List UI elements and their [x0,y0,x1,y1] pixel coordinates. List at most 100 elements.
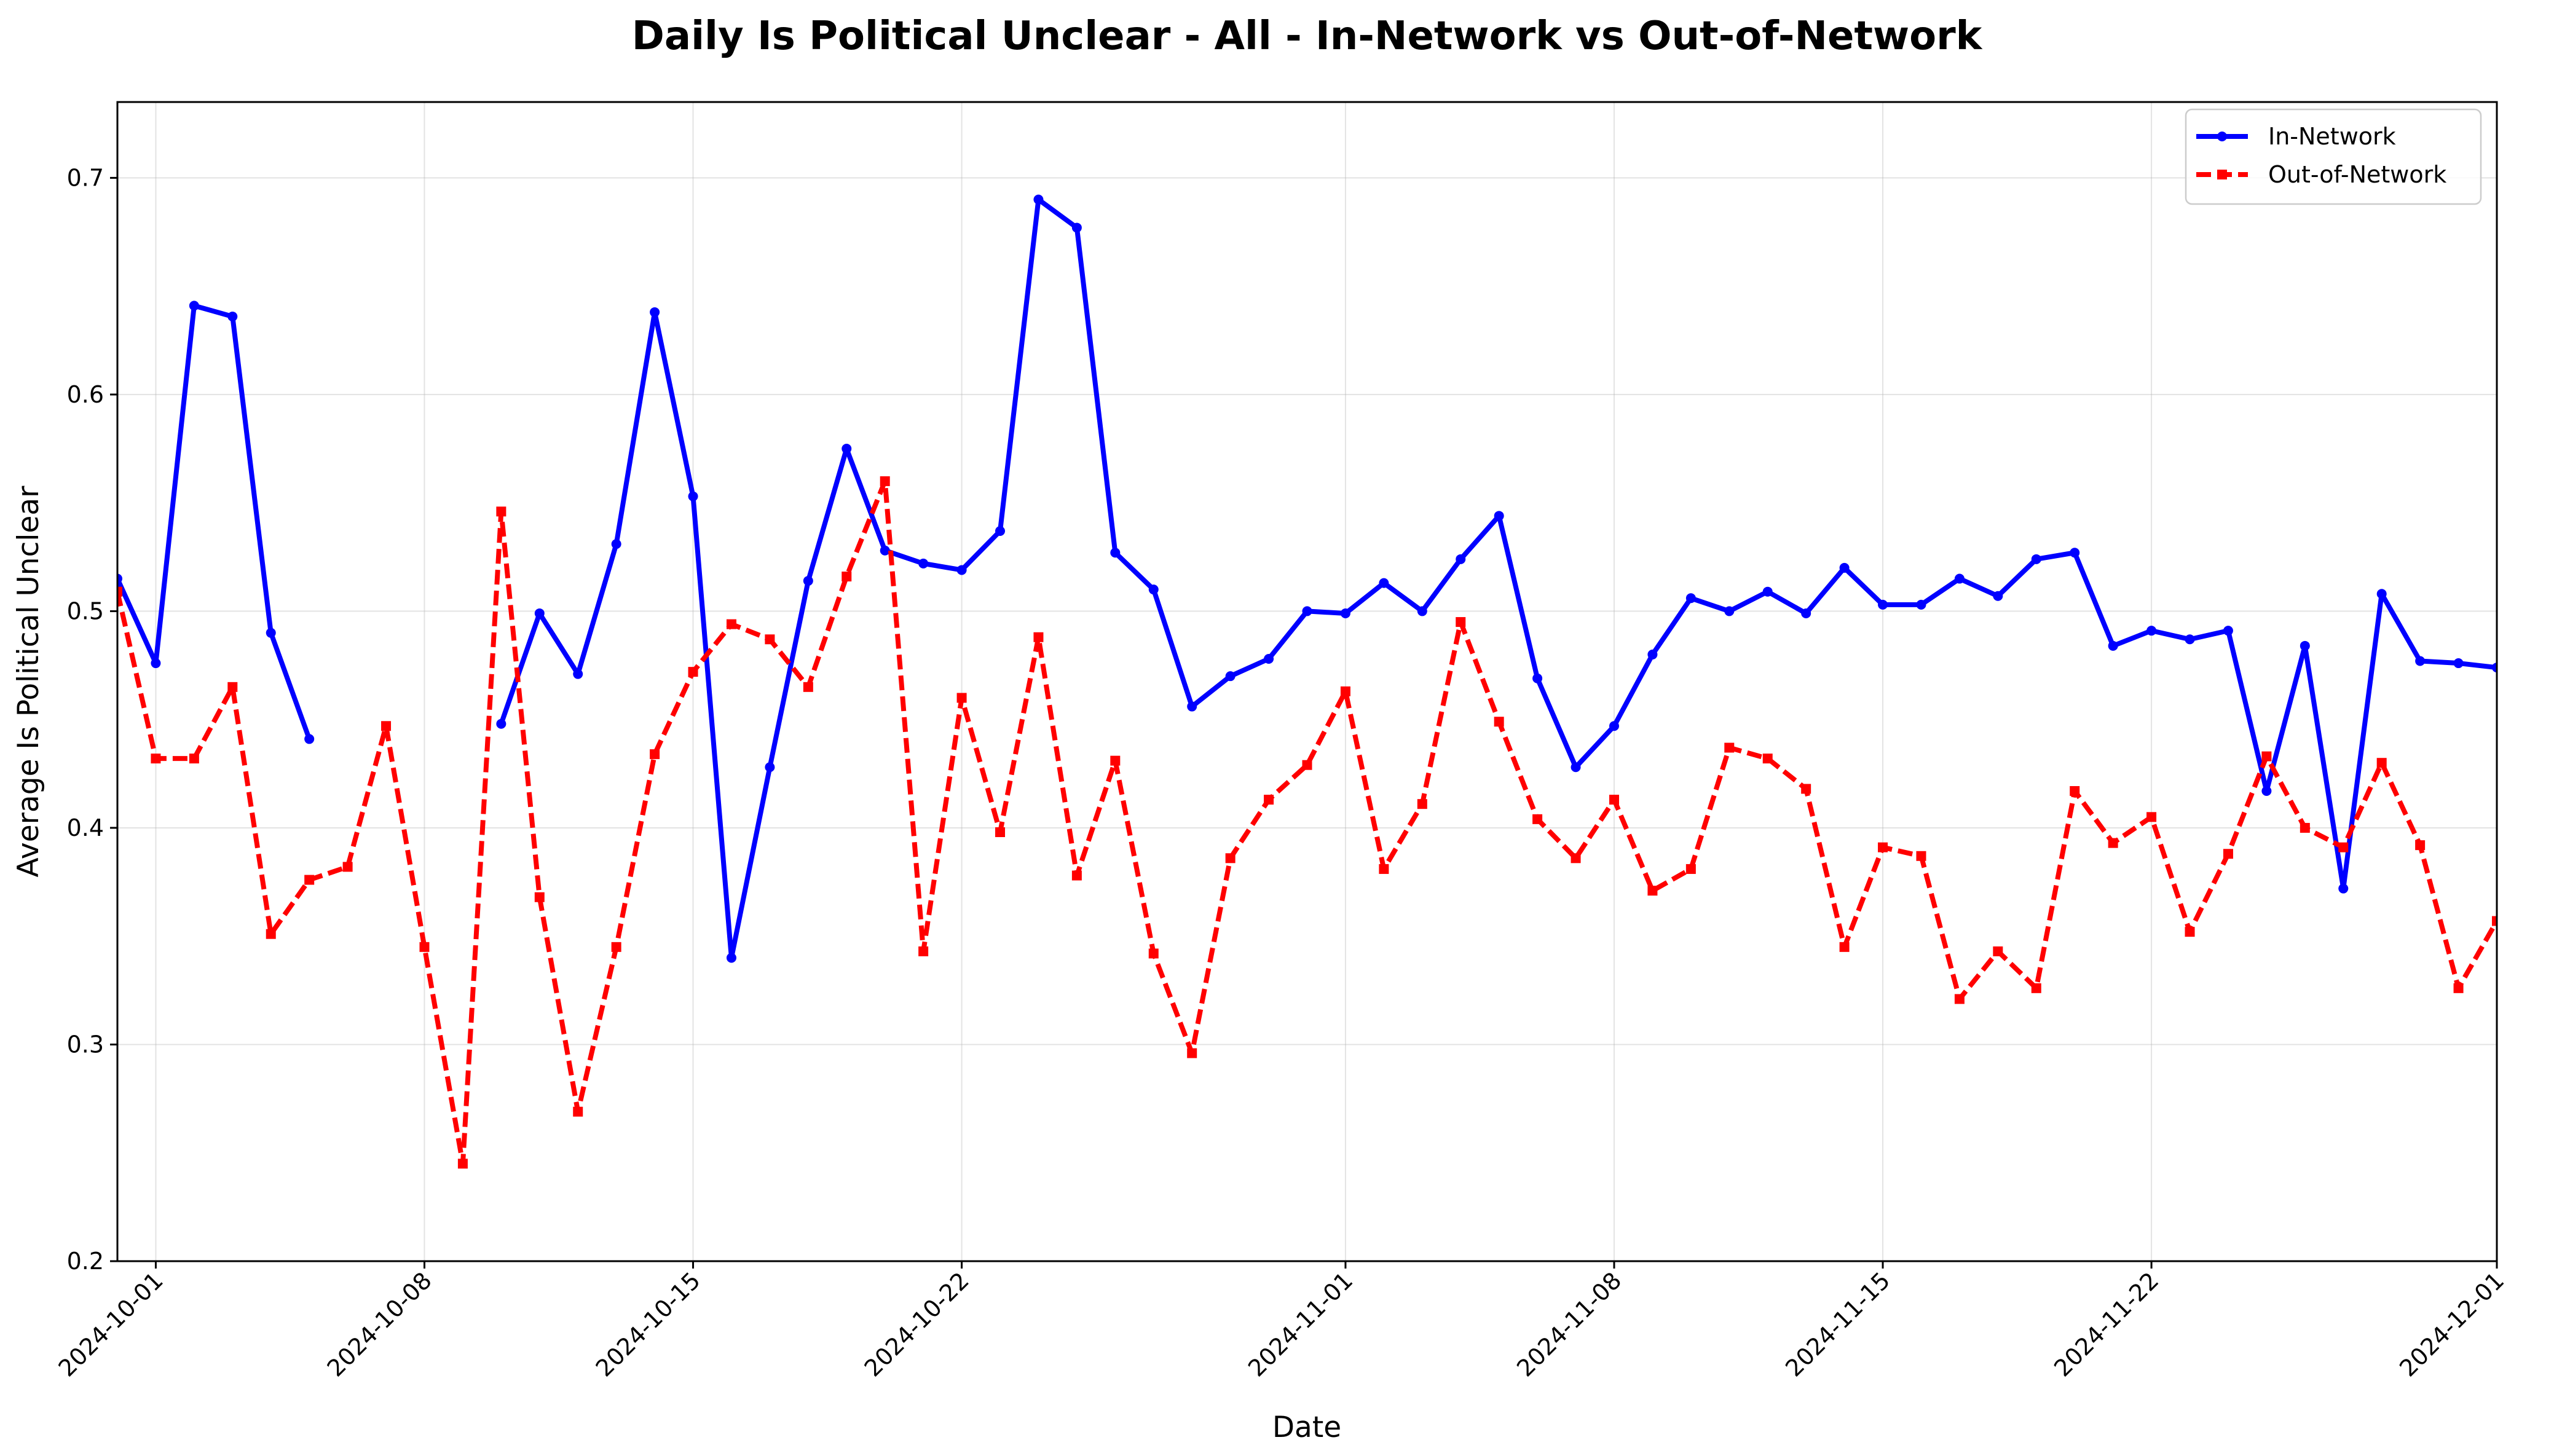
data-point-out-of-network [2415,840,2426,851]
data-point-in-network [2223,626,2233,636]
data-point-out-of-network [1225,853,1236,864]
data-point-out-of-network [304,875,315,885]
data-point-in-network [1417,606,1427,616]
y-axis-label: Average Is Political Unclear [12,486,45,878]
data-point-out-of-network [1110,755,1121,766]
data-point-out-of-network [227,682,238,692]
data-point-in-network [1609,721,1619,731]
plot-frame [116,101,2498,1262]
data-point-in-network [2376,589,2387,599]
data-point-out-of-network [2108,838,2118,848]
data-point-out-of-network [688,667,698,677]
data-point-in-network [1379,578,1389,588]
data-point-out-of-network [1724,742,1735,753]
data-point-out-of-network [534,892,545,902]
data-point-in-network [304,734,315,744]
data-point-in-network [2261,786,2272,797]
data-point-out-of-network [151,754,161,764]
data-point-out-of-network [765,634,775,645]
data-point-out-of-network [650,749,660,760]
data-point-out-of-network [1878,842,1888,852]
data-point-out-of-network [1264,795,1274,805]
data-point-out-of-network [419,942,430,952]
data-point-out-of-network [1801,784,1811,794]
data-point-in-network [266,628,276,638]
data-point-in-network [1033,194,1044,205]
data-point-in-network [1954,573,1965,584]
data-point-in-network [1264,653,1274,664]
data-point-in-network [956,565,967,575]
y-tick-label: 0.5 [67,597,104,624]
data-point-in-network [1801,608,1811,618]
data-point-out-of-network [918,946,929,956]
data-point-out-of-network [266,929,276,939]
data-point-out-of-network [1609,795,1619,805]
data-point-in-network [650,307,660,317]
data-point-out-of-network [117,586,122,597]
data-point-out-of-network [2300,822,2310,833]
data-point-in-network [573,669,583,679]
data-point-in-network [1148,584,1159,595]
data-point-out-of-network [1532,814,1543,824]
data-point-out-of-network [1762,754,1773,764]
data-point-out-of-network [803,682,813,692]
y-tick-label: 0.6 [67,381,104,408]
data-point-in-network [2300,640,2310,651]
data-point-out-of-network [1839,942,1850,952]
data-point-out-of-network [956,693,967,703]
data-point-out-of-network [1647,886,1658,896]
data-point-in-network [726,953,736,963]
data-point-in-network [1916,599,1926,610]
data-point-out-of-network [2070,786,2080,797]
data-point-in-network [611,539,621,549]
data-point-in-network [1494,511,1504,521]
data-point-out-of-network [496,506,506,517]
data-point-in-network [227,311,238,321]
data-point-out-of-network [2185,927,2195,937]
data-point-out-of-network [726,619,736,629]
data-point-in-network [1762,586,1773,597]
data-point-out-of-network [2031,983,2041,993]
series-layer [117,194,2497,1169]
series-in-network [117,194,2497,963]
data-point-out-of-network [1071,870,1082,881]
data-point-out-of-network [2146,812,2157,822]
data-point-in-network [842,444,852,454]
data-point-in-network [2070,548,2080,558]
y-tick-label: 0.3 [67,1031,104,1058]
y-tick-label: 0.7 [67,164,104,191]
data-point-in-network [1110,548,1121,558]
y-tick-label: 0.4 [67,814,104,841]
data-point-out-of-network [1954,994,1965,1004]
data-point-out-of-network [1494,717,1504,727]
data-point-out-of-network [1379,864,1389,874]
data-point-in-network [496,718,506,729]
data-point-out-of-network [1302,760,1312,770]
data-point-out-of-network [1916,851,1926,861]
data-point-in-network [1340,608,1350,618]
data-point-out-of-network [342,862,353,872]
data-point-out-of-network [1993,946,2003,956]
data-point-out-of-network [1033,632,1044,642]
data-point-in-network [1571,762,1581,773]
data-point-out-of-network [2223,849,2233,859]
data-point-in-network [1993,591,2003,601]
chart-title: Daily Is Political Unclear - All - In-Ne… [632,14,1983,59]
data-point-out-of-network [2376,758,2387,768]
data-point-in-network [2108,640,2118,651]
data-point-in-network [2146,626,2157,636]
data-point-in-network [1456,554,1466,564]
data-point-in-network [1187,701,1197,712]
data-point-in-network [2338,883,2349,894]
data-point-out-of-network [1456,617,1466,628]
data-point-out-of-network [2492,916,2497,926]
legend-marker-in-network [2217,132,2227,141]
data-point-in-network [803,576,813,586]
data-point-out-of-network [880,476,890,486]
data-point-out-of-network [2261,751,2272,761]
series-out-of-network [117,476,2497,1169]
data-point-out-of-network [1417,799,1427,809]
data-point-in-network [189,301,199,311]
